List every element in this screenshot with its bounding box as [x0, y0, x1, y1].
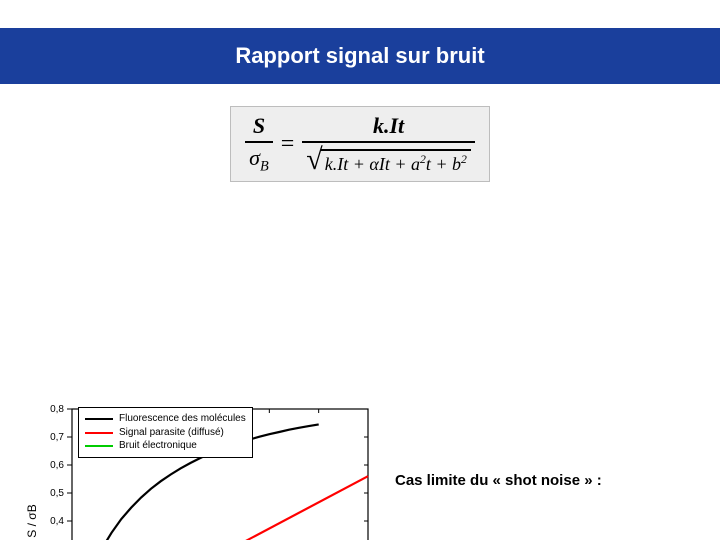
equation-main-box: S σB = k.It √ k.It + αIt + a2t + b2	[230, 106, 490, 182]
legend-label: Signal parasite (diffusé)	[119, 426, 224, 440]
legend-label: Fluorescence des molécules	[119, 412, 246, 426]
svg-text:0,7: 0,7	[50, 432, 64, 443]
equation-main: S σB = k.It √ k.It + αIt + a2t + b2	[245, 113, 475, 175]
legend-item: Bruit électronique	[85, 439, 246, 453]
legend-swatch	[85, 418, 113, 420]
svg-text:0,8: 0,8	[50, 404, 64, 415]
equals-sign: =	[281, 131, 295, 158]
eq1-lhs-sigma: σ	[249, 145, 260, 170]
title-bar: Rapport signal sur bruit	[0, 28, 720, 84]
series-parasite	[72, 477, 368, 540]
eq1-lhs-sub: B	[260, 158, 269, 174]
eq1-lhs-num: S	[253, 113, 265, 138]
svg-text:0,6: 0,6	[50, 460, 64, 471]
svg-text:0,5: 0,5	[50, 488, 64, 499]
legend-item: Signal parasite (diffusé)	[85, 426, 246, 440]
chart-legend: Fluorescence des moléculesSignal parasit…	[78, 407, 253, 458]
eq1-rhs-den: k.It + αIt + a2t + b2	[325, 153, 467, 175]
eq1-rhs-num: k.It	[373, 113, 404, 138]
svg-text:0,4: 0,4	[50, 516, 64, 527]
legend-item: Fluorescence des molécules	[85, 412, 246, 426]
legend-swatch	[85, 432, 113, 434]
legend-swatch	[85, 445, 113, 447]
chart-block: 01020304050600,00,10,20,30,40,50,60,70,8…	[20, 397, 380, 540]
page-title: Rapport signal sur bruit	[235, 43, 484, 69]
shot-noise-label: Cas limite du « shot noise » :	[395, 472, 602, 489]
svg-text:S / σB: S / σB	[25, 505, 39, 538]
legend-label: Bruit électronique	[119, 439, 197, 453]
